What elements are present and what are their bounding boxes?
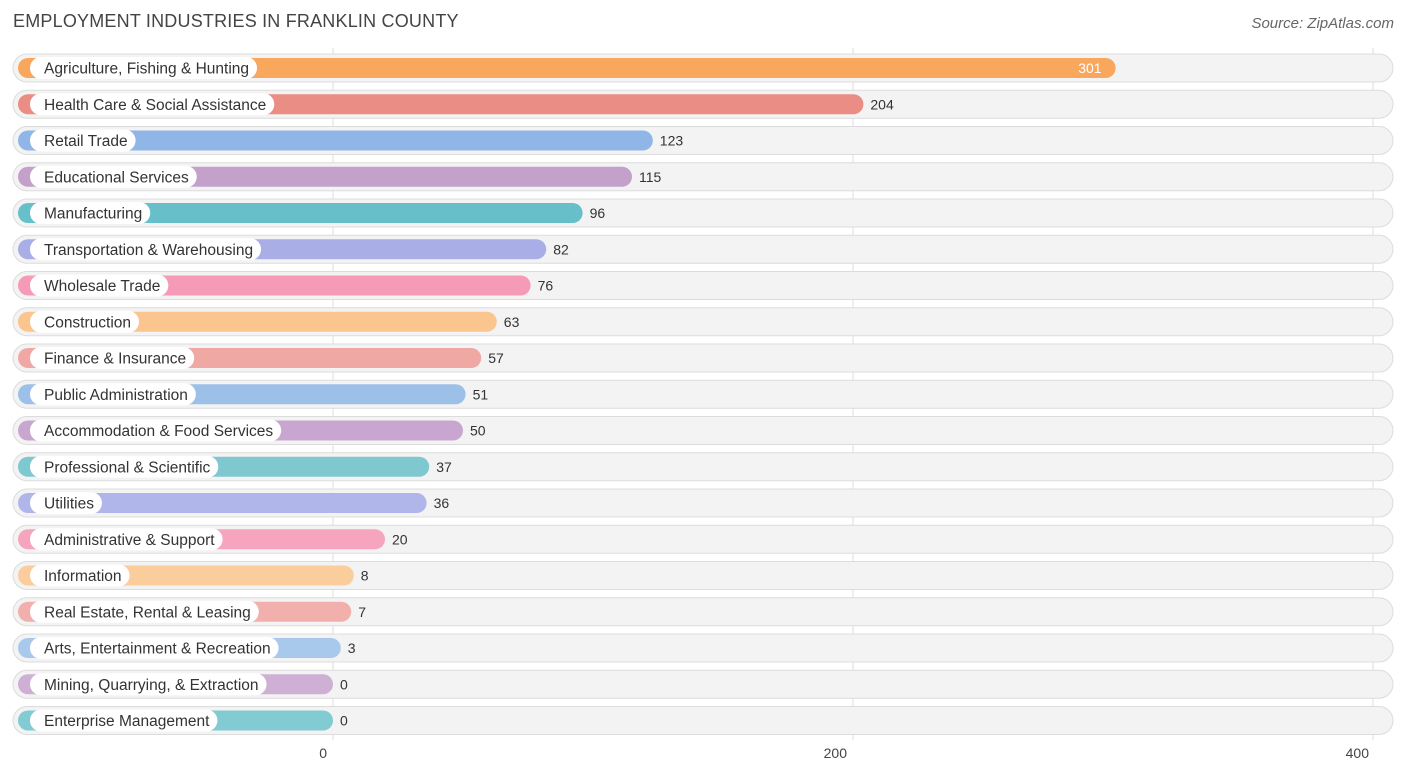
- bar: [18, 58, 1116, 78]
- bar-row: Public Administration 51: [12, 379, 1394, 409]
- bar-row: Retail Trade 123: [12, 126, 1394, 155]
- category-label: Transportation & Warehousing: [44, 242, 253, 259]
- bar-track: [12, 633, 1394, 663]
- rows-layer: Agriculture, Fishing & Hunting 301 Health …: [12, 53, 1394, 735]
- category-pill: [30, 419, 282, 442]
- chart-source: Source: ZipAtlas.com: [1251, 15, 1394, 32]
- bar-track: [12, 706, 1394, 735]
- value-label: 3: [348, 640, 356, 656]
- bar: [18, 130, 653, 151]
- bar: [18, 493, 427, 513]
- tick-label-400: 400: [1346, 745, 1370, 761]
- category-pill: [30, 564, 130, 587]
- bar-track: [12, 669, 1394, 699]
- bar-row: Accommodation & Food Services 50: [12, 416, 1394, 445]
- category-pill: [30, 93, 275, 116]
- category-pill: [30, 310, 140, 333]
- bar-row: Utilities 36: [12, 488, 1394, 518]
- value-label: 204: [870, 96, 894, 112]
- bar-row: Wholesale Trade 76: [12, 271, 1394, 300]
- category-pill: [30, 709, 218, 732]
- category-label: Finance & Insurance: [44, 351, 186, 368]
- category-pill: [30, 129, 136, 152]
- value-label: 20: [392, 531, 408, 547]
- category-label: Enterprise Management: [44, 713, 210, 730]
- bar-row: Construction 63: [12, 307, 1394, 337]
- bar-row: Health Care & Social Assistance 204: [12, 89, 1394, 119]
- category-pill: [30, 528, 223, 551]
- value-label: 8: [361, 568, 369, 584]
- bar-track: [12, 561, 1394, 590]
- category-pill: [30, 165, 197, 188]
- value-label: 123: [660, 133, 684, 149]
- category-label: Real Estate, Rental & Leasing: [44, 604, 251, 621]
- category-label: Health Care & Social Assistance: [44, 97, 266, 114]
- value-label: 82: [553, 241, 569, 257]
- category-label: Retail Trade: [44, 133, 128, 150]
- value-label: 36: [434, 495, 450, 511]
- value-label: 37: [436, 459, 452, 475]
- value-label: 0: [340, 713, 348, 729]
- value-label: 115: [639, 169, 662, 185]
- bar-row: Real Estate, Rental & Leasing 7: [12, 597, 1394, 627]
- category-pill: [30, 673, 267, 696]
- value-label: 76: [538, 278, 554, 294]
- bar-row: Professional & Scientific 37: [12, 452, 1394, 482]
- category-label: Administrative & Support: [44, 532, 215, 549]
- value-label: 51: [473, 386, 489, 402]
- value-label: 57: [488, 350, 504, 366]
- category-pill: [30, 383, 196, 406]
- category-label: Accommodation & Food Services: [44, 423, 273, 440]
- category-label: Mining, Quarrying, & Extraction: [44, 677, 259, 694]
- category-label: Wholesale Trade: [44, 278, 160, 295]
- tick-label-0: 0: [319, 745, 327, 761]
- category-label: Professional & Scientific: [44, 459, 211, 476]
- category-pill: [30, 455, 219, 478]
- bar-row: Mining, Quarrying, & Extraction 0: [12, 669, 1394, 699]
- category-pill: [30, 202, 151, 224]
- chart-title: EMPLOYMENT INDUSTRIES IN FRANKLIN COUNTY: [13, 11, 459, 31]
- value-label: 0: [340, 676, 348, 692]
- bar-row: Information 8: [12, 561, 1394, 590]
- bar: [18, 203, 583, 223]
- category-pill: [30, 600, 259, 623]
- bar-row: Manufacturing 96: [12, 198, 1394, 228]
- category-label: Information: [44, 568, 122, 585]
- value-label: 96: [590, 205, 606, 221]
- tick-label-200: 200: [824, 745, 848, 761]
- bar-row: Arts, Entertainment & Recreation 3: [12, 633, 1394, 663]
- category-label: Public Administration: [44, 387, 188, 404]
- category-label: Educational Services: [44, 169, 189, 186]
- value-label: 301: [1078, 60, 1102, 76]
- category-pill: [30, 347, 195, 369]
- category-label: Manufacturing: [44, 206, 142, 223]
- bar-row: Administrative & Support 20: [12, 524, 1394, 554]
- category-pill: [30, 274, 169, 297]
- bar-row: Finance & Insurance 57: [12, 343, 1394, 373]
- value-label: 63: [504, 314, 520, 330]
- bar-row: Enterprise Management 0: [12, 706, 1394, 735]
- value-label: 50: [470, 423, 486, 439]
- category-label: Construction: [44, 314, 131, 331]
- category-label: Agriculture, Fishing & Hunting: [44, 61, 249, 78]
- category-pill: [30, 57, 258, 79]
- category-pill: [30, 492, 102, 514]
- category-label: Utilities: [44, 496, 94, 513]
- bar-row: Agriculture, Fishing & Hunting 301: [12, 53, 1394, 83]
- bar-row: Educational Services 115: [12, 162, 1394, 192]
- x-axis-ticks: 0 200 400: [319, 745, 1369, 761]
- bar-row: Transportation & Warehousing 82: [12, 234, 1394, 264]
- value-label: 7: [358, 604, 366, 620]
- category-pill: [30, 238, 262, 261]
- bar-track: [12, 597, 1394, 627]
- category-pill: [30, 637, 279, 659]
- category-label: Arts, Entertainment & Recreation: [44, 641, 271, 658]
